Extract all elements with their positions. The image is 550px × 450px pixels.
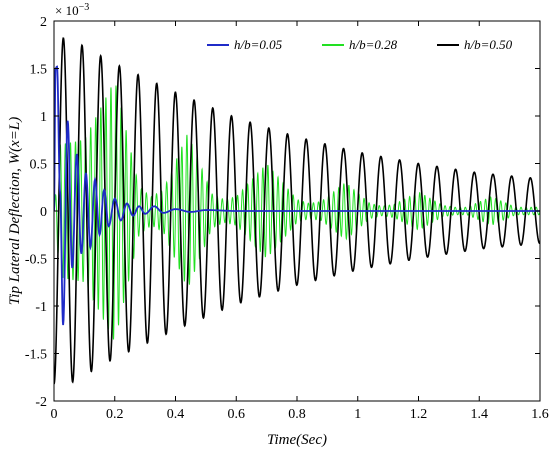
y-exponent-power: −3 [79,2,90,13]
legend-label: h/b=0.50 [464,37,513,52]
y-tick-label: 0.5 [30,158,48,173]
x-tick-label: 1.4 [471,407,489,422]
legend-label: h/b=0.28 [349,37,398,52]
y-tick-label: 1 [40,110,47,125]
y-exponent-label: × 10−3 [55,2,89,18]
y-tick-label: 0 [40,205,47,220]
legend-label: h/b=0.05 [234,37,283,52]
x-tick-label: 0.2 [106,407,124,422]
x-tick-label: 0 [51,407,58,422]
x-tick-label: 1.2 [410,407,428,422]
x-axis-label: Time(Sec) [267,432,327,448]
legend-item: h/b=0.28 [322,37,398,52]
y-tick-label: -1.5 [25,348,47,363]
x-tick-label: 0.8 [288,407,306,422]
legend-item: h/b=0.05 [207,37,283,52]
y-tick-label: 1.5 [30,63,48,78]
y-tick-label: -0.5 [25,253,47,268]
x-tick-label: 1.6 [531,407,549,422]
x-tick-label: 0.6 [228,407,246,422]
y-tick-label: -2 [35,395,47,410]
x-tick-label: 0.4 [167,407,185,422]
series-line-h-b-0-50 [54,37,540,385]
x-tick-label: 1 [354,407,361,422]
y-axis: -2 -1.5 -1 -0.5 0 0.5 1 1.5 2 [25,15,540,410]
y-tick-label: -1 [35,300,47,315]
series-layer [54,37,540,385]
legend-item: h/b=0.50 [437,37,513,52]
series-line-h-b-0-05 [54,65,540,326]
legend: h/b=0.05 h/b=0.28 h/b=0.50 [207,37,513,52]
y-axis-label: Tip Lateral Deflection, W(x=L) [7,117,23,305]
y-tick-label: 2 [40,15,47,30]
x-axis: 0 0.2 0.4 0.6 0.8 1 1.2 1.4 1.6 [51,21,549,422]
